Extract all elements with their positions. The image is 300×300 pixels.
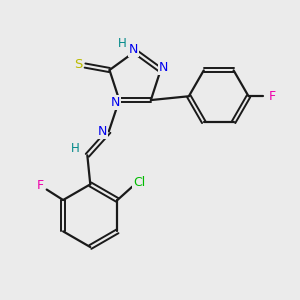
- Text: S: S: [74, 58, 83, 70]
- Text: Cl: Cl: [133, 176, 145, 189]
- Text: F: F: [36, 179, 43, 192]
- Text: N: N: [129, 44, 138, 56]
- Text: N: N: [159, 61, 168, 74]
- Text: N: N: [111, 96, 120, 109]
- Text: F: F: [268, 90, 275, 103]
- Text: N: N: [98, 125, 107, 138]
- Text: H: H: [118, 37, 127, 50]
- Text: H: H: [71, 142, 80, 155]
